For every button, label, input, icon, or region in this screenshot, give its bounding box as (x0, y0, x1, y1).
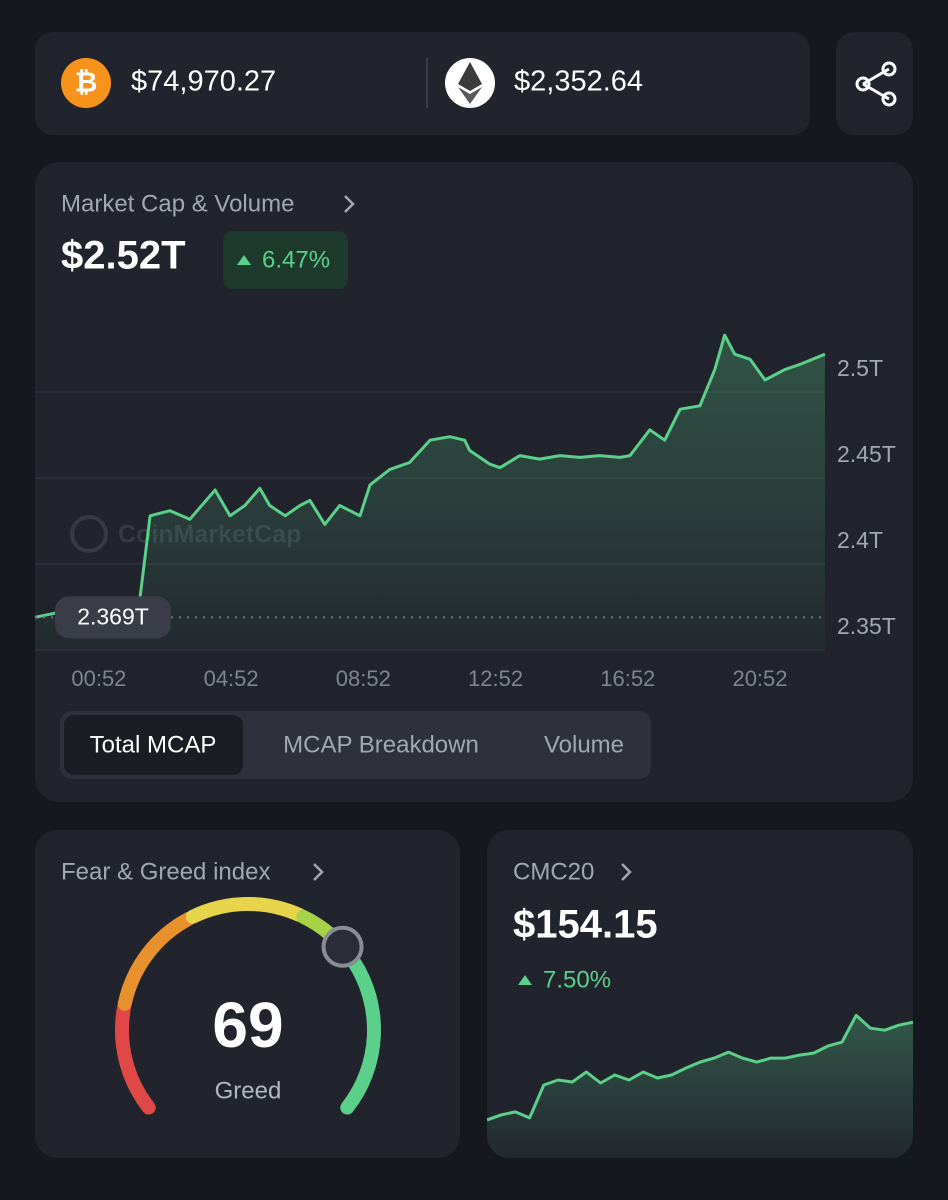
eth-glyph (458, 62, 482, 91)
market-cap-value: $2.52T (61, 234, 186, 278)
change-badge (223, 231, 348, 289)
gauge-knob (321, 925, 364, 968)
share-button[interactable] (836, 32, 913, 135)
gauge-value: 69 (212, 989, 283, 1061)
x-tick-label: 20:52 (732, 666, 787, 691)
y-tick-label: 2.4T (837, 527, 883, 553)
x-tick-label: 12:52 (468, 666, 523, 691)
x-tick-label: 16:52 (600, 666, 655, 691)
gauge-segment (117, 911, 196, 1011)
cmc20-chart (487, 1013, 913, 1158)
cmc20-value: $154.15 (513, 903, 658, 947)
eth-glyph (458, 87, 482, 104)
tab[interactable]: Total MCAP (90, 731, 217, 758)
price-bar (35, 32, 810, 135)
x-tick-label: 04:52 (204, 666, 259, 691)
y-tick-label: 2.35T (837, 613, 896, 639)
gauge-label: Greed (215, 1077, 282, 1104)
btc-icon (61, 58, 111, 108)
gauge-segment (185, 897, 307, 924)
tab[interactable]: Volume (544, 731, 624, 758)
chevron (621, 863, 632, 881)
card-title[interactable]: CMC20 (513, 858, 594, 885)
x-tick-label: 00:52 (71, 666, 126, 691)
watermark-logo (70, 515, 108, 553)
up-arrow (237, 255, 251, 265)
line (34, 333, 826, 619)
area (35, 335, 825, 650)
x-tick-label: 08:52 (336, 666, 391, 691)
y-tick-label: 2.45T (837, 441, 896, 467)
eth-price[interactable]: $2,352.64 (514, 66, 643, 98)
gauge-segment (340, 954, 381, 1115)
baseline-label: 2.369T (77, 603, 149, 629)
line (487, 1013, 913, 1122)
chevron (344, 195, 355, 213)
btc-price[interactable]: $74,970.27 (131, 66, 276, 98)
area (487, 1015, 913, 1158)
change-value: 6.47% (262, 246, 330, 273)
chevron (313, 863, 324, 881)
up-arrow (518, 975, 532, 985)
y-tick-label: 2.5T (837, 355, 883, 381)
baseline-pill (55, 596, 171, 639)
card-title[interactable]: Fear & Greed index (61, 858, 270, 885)
card-title[interactable]: Market Cap & Volume (61, 190, 294, 217)
active-tab (64, 715, 243, 775)
market-cap-chart: CoinMarketCap 2.35T2.4T2.45T2.5T00:5204:… (34, 333, 896, 691)
tab[interactable]: MCAP Breakdown (283, 731, 479, 758)
gauge (115, 897, 381, 1115)
btc-symbol: ₿ (75, 66, 98, 97)
change-value: 7.50% (543, 966, 611, 993)
share-icon (855, 61, 897, 107)
fear-greed-card (35, 830, 460, 1158)
gauge-segment (115, 1001, 156, 1115)
